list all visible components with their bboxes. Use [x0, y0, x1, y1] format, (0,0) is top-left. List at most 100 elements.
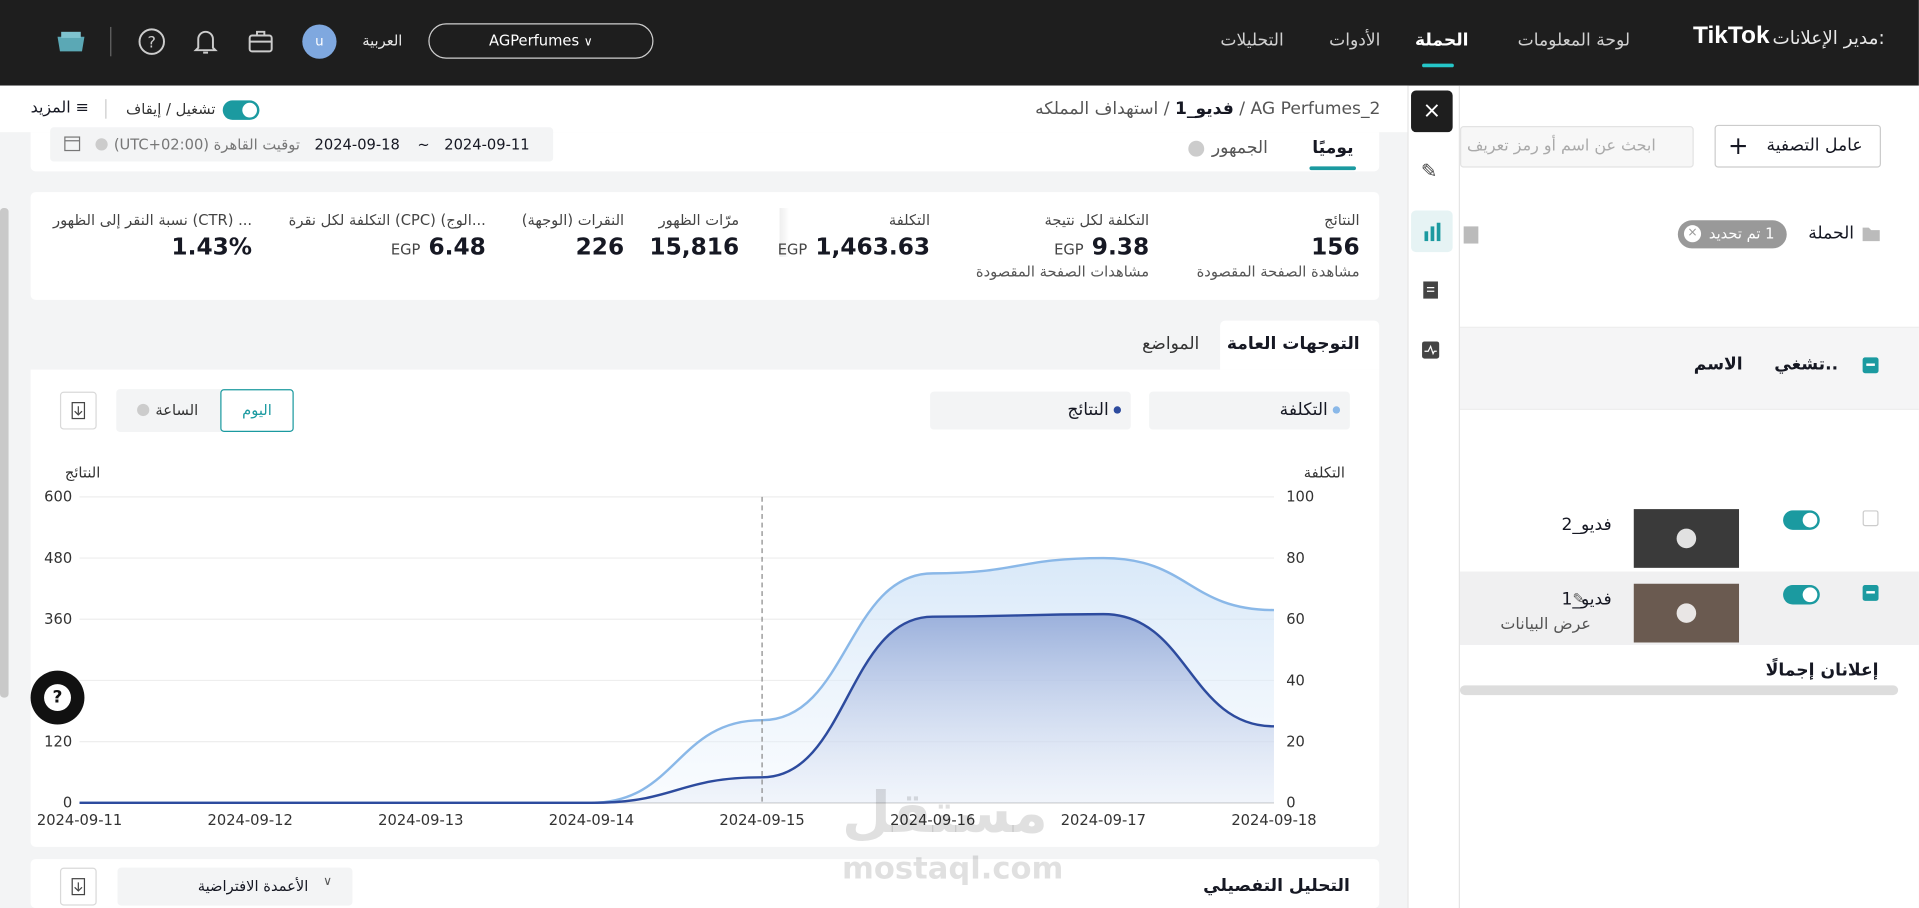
export-icon: [71, 402, 86, 420]
y-right-tick: 60: [1286, 611, 1305, 628]
search-input[interactable]: ابحث عن اسم أو رمز تعريف: [1459, 126, 1694, 168]
metric-label: التكلفة: [888, 211, 931, 229]
file-icon[interactable]: [1462, 225, 1479, 245]
ad-name[interactable]: فديو_1: [1561, 589, 1612, 610]
select-all-checkbox[interactable]: [1862, 357, 1879, 374]
metric-selector-cost[interactable]: التكلفة: [1149, 391, 1350, 430]
timezone-label: (UTC+02:00) توقيت القاهرة: [113, 135, 300, 153]
metric-number: 1,463.63: [815, 233, 931, 261]
tab-audience[interactable]: الجمهور: [1211, 138, 1268, 158]
nav-analytics[interactable]: التحليلات: [1220, 30, 1284, 51]
y-right-tick: 100: [1286, 489, 1314, 506]
filter-button[interactable]: عامل التصفية +: [1714, 124, 1881, 168]
chevron-down-icon: ∨: [583, 35, 593, 49]
tab-daily[interactable]: يوميًا: [1312, 138, 1354, 158]
menu-icon: ≡: [75, 99, 90, 118]
status-toggle[interactable]: [222, 100, 260, 120]
metric-value: 15,816: [649, 233, 740, 261]
divider: [110, 26, 112, 57]
metric-sub: مشاهدة الصفحة المقصودة: [1196, 263, 1360, 281]
filter-label: عامل التصفية: [1766, 135, 1863, 156]
x-tick-label: 2024-09-15: [719, 812, 804, 829]
folder-icon: [1862, 227, 1880, 242]
legend-dot: [1332, 406, 1341, 414]
help-circle-icon[interactable]: ?: [137, 27, 166, 56]
nav-tools[interactable]: الأدوات: [1329, 30, 1381, 51]
date-start[interactable]: 2024-09-11: [444, 135, 530, 153]
metric-label: التكلفة لكل نتيجة: [1044, 211, 1150, 229]
metric-label: التكلفة لكل نقرة (CPC) (الوج...: [288, 211, 486, 229]
metrics-card: [30, 192, 1380, 300]
results-area: [79, 614, 1274, 803]
horizontal-scrollbar[interactable]: [1459, 685, 1899, 696]
nav-dashboard[interactable]: لوحة المعلومات: [1517, 30, 1631, 51]
metric-label: النتائج: [1324, 211, 1360, 229]
export-button[interactable]: [59, 391, 97, 430]
bell-icon[interactable]: [192, 27, 219, 56]
close-icon[interactable]: ×: [1411, 90, 1453, 133]
metric-selector-label: النتائج: [1067, 400, 1109, 420]
metric-selector-results[interactable]: النتائج: [930, 391, 1131, 430]
x-tick-label: 2024-09-17: [1061, 812, 1146, 829]
activity-icon[interactable]: [1421, 340, 1441, 360]
app-title[interactable]: مدير الإعلانات:: [1772, 27, 1884, 49]
analytics-icon[interactable]: [1411, 210, 1453, 253]
breadcrumb-campaign[interactable]: AG Perfumes_2: [1250, 99, 1381, 119]
tab-placements[interactable]: المواضع: [1142, 334, 1200, 354]
row-checkbox[interactable]: [1862, 584, 1879, 601]
x-tick-label: 2024-09-12: [208, 812, 293, 829]
metric-value: 1.43%: [171, 233, 253, 261]
date-separator: ~: [417, 135, 430, 153]
metric-number: 6.48: [428, 233, 486, 261]
metric-label: نسبة النقر إلى الظهور (CTR) ...: [53, 211, 253, 229]
more-label: المزيد: [30, 99, 71, 118]
metric-value: EGP 6.48: [391, 234, 486, 261]
language-switch[interactable]: العربية: [362, 31, 403, 49]
x-tick-label: 2024-09-13: [378, 812, 463, 829]
tiktok-logo[interactable]: TikTok: [1692, 22, 1770, 49]
nav-campaign[interactable]: الحملة: [1415, 30, 1469, 51]
row-toggle[interactable]: [1783, 510, 1820, 530]
currency-label: EGP: [1054, 241, 1084, 259]
col-toggle[interactable]: تشغي..: [1774, 354, 1839, 375]
columns-select[interactable]: الأعمدة الافتراضية ∨: [117, 867, 353, 906]
breadcrumb-adgroup[interactable]: استهداف المملكه: [1035, 99, 1159, 119]
y-right-axis-label: التكلفة: [1304, 464, 1345, 481]
close-icon[interactable]: ×: [1683, 225, 1702, 243]
granularity-hour[interactable]: الساعة: [155, 401, 199, 419]
selected-badge[interactable]: 1 تم تحديد ×: [1677, 220, 1787, 249]
currency-label: EGP: [777, 241, 808, 259]
export-button[interactable]: [59, 867, 97, 906]
granularity-day[interactable]: اليوم: [220, 389, 294, 433]
video-thumbnail[interactable]: [1633, 509, 1740, 568]
y-left-tick: 120: [44, 734, 72, 751]
document-icon[interactable]: [1421, 279, 1441, 301]
video-thumbnail[interactable]: [1633, 583, 1740, 643]
x-tick-label: 2024-09-14: [549, 812, 634, 829]
calendar-icon[interactable]: [64, 135, 81, 152]
more-menu[interactable]: المزيد ≡: [31, 99, 89, 117]
row-toggle[interactable]: [1783, 584, 1820, 605]
edit-icon[interactable]: ✎: [1420, 159, 1438, 183]
trend-chart: 0120240360480600020406080100النتائجالتكل…: [37, 464, 1345, 829]
briefcase-icon[interactable]: [247, 28, 274, 55]
vertical-scrollbar[interactable]: [0, 208, 9, 698]
account-selector[interactable]: AGPerfumes ∨: [428, 23, 654, 59]
edit-icon[interactable]: ✎: [1572, 589, 1585, 608]
metric-value: 226: [575, 233, 625, 261]
col-name[interactable]: الاسم: [1693, 354, 1743, 375]
row-checkbox[interactable]: [1862, 510, 1879, 527]
tab-trends[interactable]: التوجهات العامة: [1226, 334, 1360, 354]
tab-indicator: [1309, 166, 1356, 171]
avatar[interactable]: u: [302, 24, 337, 59]
date-range-picker[interactable]: [50, 127, 554, 162]
toggle-label: تشغيل / إيقاف: [126, 100, 216, 118]
metric-label: النقرات (الوجهة): [521, 211, 625, 229]
view-data-link[interactable]: عرض البيانات: [1500, 615, 1591, 634]
campaign-breadcrumb[interactable]: الحملة: [1808, 223, 1855, 244]
help-fab[interactable]: ?: [30, 670, 85, 725]
store-icon[interactable]: [54, 27, 88, 56]
ad-name[interactable]: فديو_2: [1561, 515, 1612, 535]
date-end[interactable]: 2024-09-18: [314, 135, 400, 153]
metric-value: EGP 9.38: [1054, 234, 1149, 261]
